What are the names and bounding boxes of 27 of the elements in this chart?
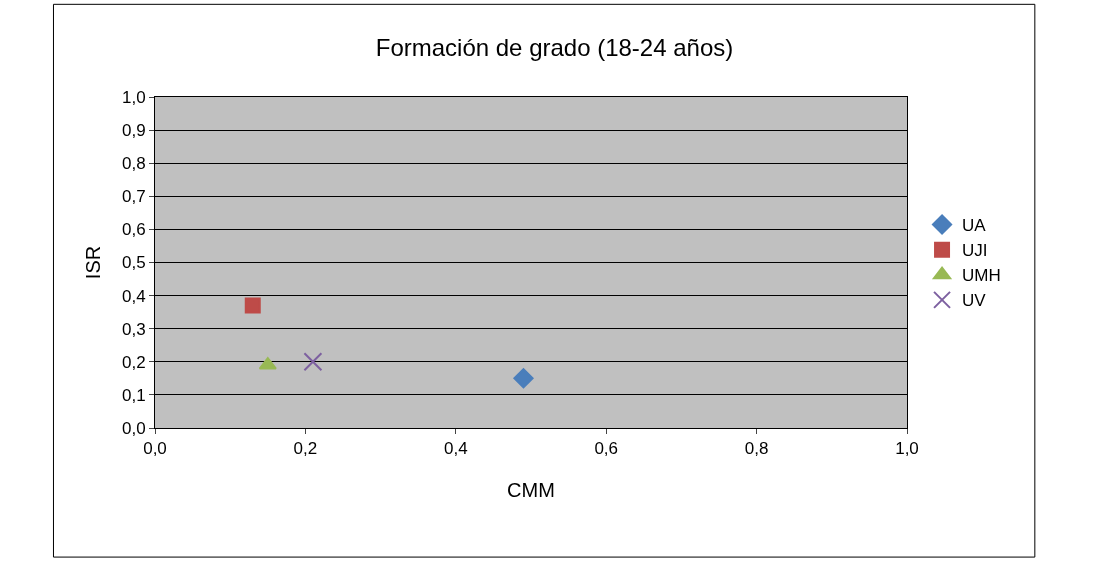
y-tick-label: 0,9 — [121, 121, 146, 141]
x-tick-label: 0,6 — [594, 439, 619, 459]
y-tick-label: 0,1 — [121, 385, 146, 405]
y-tick-label: 0,0 — [121, 418, 146, 438]
y-tick-label: 0,5 — [121, 253, 146, 273]
x-tick-label: 1,0 — [895, 439, 919, 459]
y-tick-label: 0,7 — [121, 187, 146, 207]
legend-label: UA — [962, 216, 987, 236]
legend-label: UJI — [962, 241, 988, 261]
y-tick-label: 0,2 — [121, 352, 146, 372]
x-axis-title: CMM — [507, 478, 555, 501]
x-tick-label: 0,0 — [143, 439, 167, 459]
x-tick-label: 0,2 — [293, 439, 318, 459]
y-tick-label: 0,3 — [121, 319, 146, 339]
chart-title: Formación de grado (18-24 años) — [375, 34, 734, 62]
y-tick-label: 0,6 — [121, 220, 146, 240]
point — [244, 297, 261, 314]
legend-label: UMH — [962, 266, 1001, 286]
legend-label: UV — [962, 291, 987, 311]
point — [303, 352, 323, 372]
x-tick-label: 0,4 — [443, 439, 468, 459]
y-axis-title: ISR — [82, 245, 105, 280]
y-tick-label: 1,0 — [121, 87, 146, 107]
y-tick-label: 0,4 — [121, 286, 146, 306]
point — [513, 368, 534, 389]
x-tick-label: 0,8 — [744, 439, 769, 459]
y-tick-label: 0,8 — [121, 154, 146, 174]
